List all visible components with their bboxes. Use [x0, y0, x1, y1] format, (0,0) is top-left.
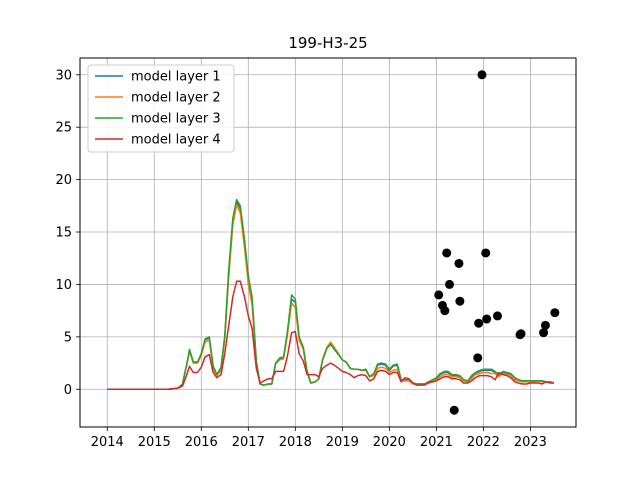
observation-point	[550, 308, 560, 318]
series-line-layer-3	[107, 198, 555, 391]
axis-ticks: 2014 2015 2016 2017 2018 2019 2020 2021 2022 2023…	[55, 68, 546, 450]
x-tick-label: 2022	[467, 435, 500, 450]
y-tick-label: 0	[64, 383, 72, 398]
x-tick-label: 2016	[185, 435, 218, 450]
legend-label: model layer 4	[131, 133, 221, 148]
observation-point	[442, 248, 452, 258]
y-tick-label: 20	[55, 173, 72, 188]
x-tick-label: 2015	[138, 435, 171, 450]
observation-point	[449, 405, 459, 415]
x-tick-label: 2017	[232, 435, 265, 450]
y-tick-label: 25	[55, 121, 72, 136]
observation-point	[516, 329, 526, 339]
observation-point	[481, 248, 491, 258]
x-tick-label: 2019	[326, 435, 359, 450]
y-tick-label: 10	[55, 278, 72, 293]
y-tick-label: 15	[55, 226, 72, 241]
chart-title: 199-H3-25	[288, 34, 367, 52]
y-tick-label: 5	[64, 330, 72, 345]
legend-label: model layer 3	[131, 112, 221, 127]
x-tick-label: 2021	[420, 435, 453, 450]
legend: model layer 1 model layer 2 model layer 3 m…	[87, 64, 235, 153]
observation-point	[434, 290, 444, 300]
observation-point	[477, 70, 487, 80]
legend-label: model layer 1	[131, 70, 221, 85]
observation-point	[482, 314, 492, 324]
y-tick-label: 30	[55, 68, 72, 83]
observation-point	[454, 258, 464, 268]
x-tick-label: 2023	[514, 435, 547, 450]
legend-box	[87, 64, 235, 153]
legend-label: model layer 2	[131, 91, 221, 106]
x-tick-label: 2018	[279, 435, 312, 450]
observation-point	[492, 311, 502, 321]
observation-point	[540, 320, 550, 330]
plot-frame	[79, 57, 577, 428]
observation-point	[474, 318, 484, 328]
observation-point	[440, 306, 450, 316]
observation-point	[455, 296, 465, 306]
observation-points	[434, 70, 560, 415]
x-tick-label: 2020	[373, 435, 406, 450]
series-line-layer-4	[107, 280, 554, 391]
observation-point	[445, 279, 455, 289]
x-tick-label: 2014	[91, 435, 124, 450]
series-lines	[107, 198, 555, 391]
observation-point	[473, 353, 483, 363]
observation-point	[539, 328, 549, 338]
